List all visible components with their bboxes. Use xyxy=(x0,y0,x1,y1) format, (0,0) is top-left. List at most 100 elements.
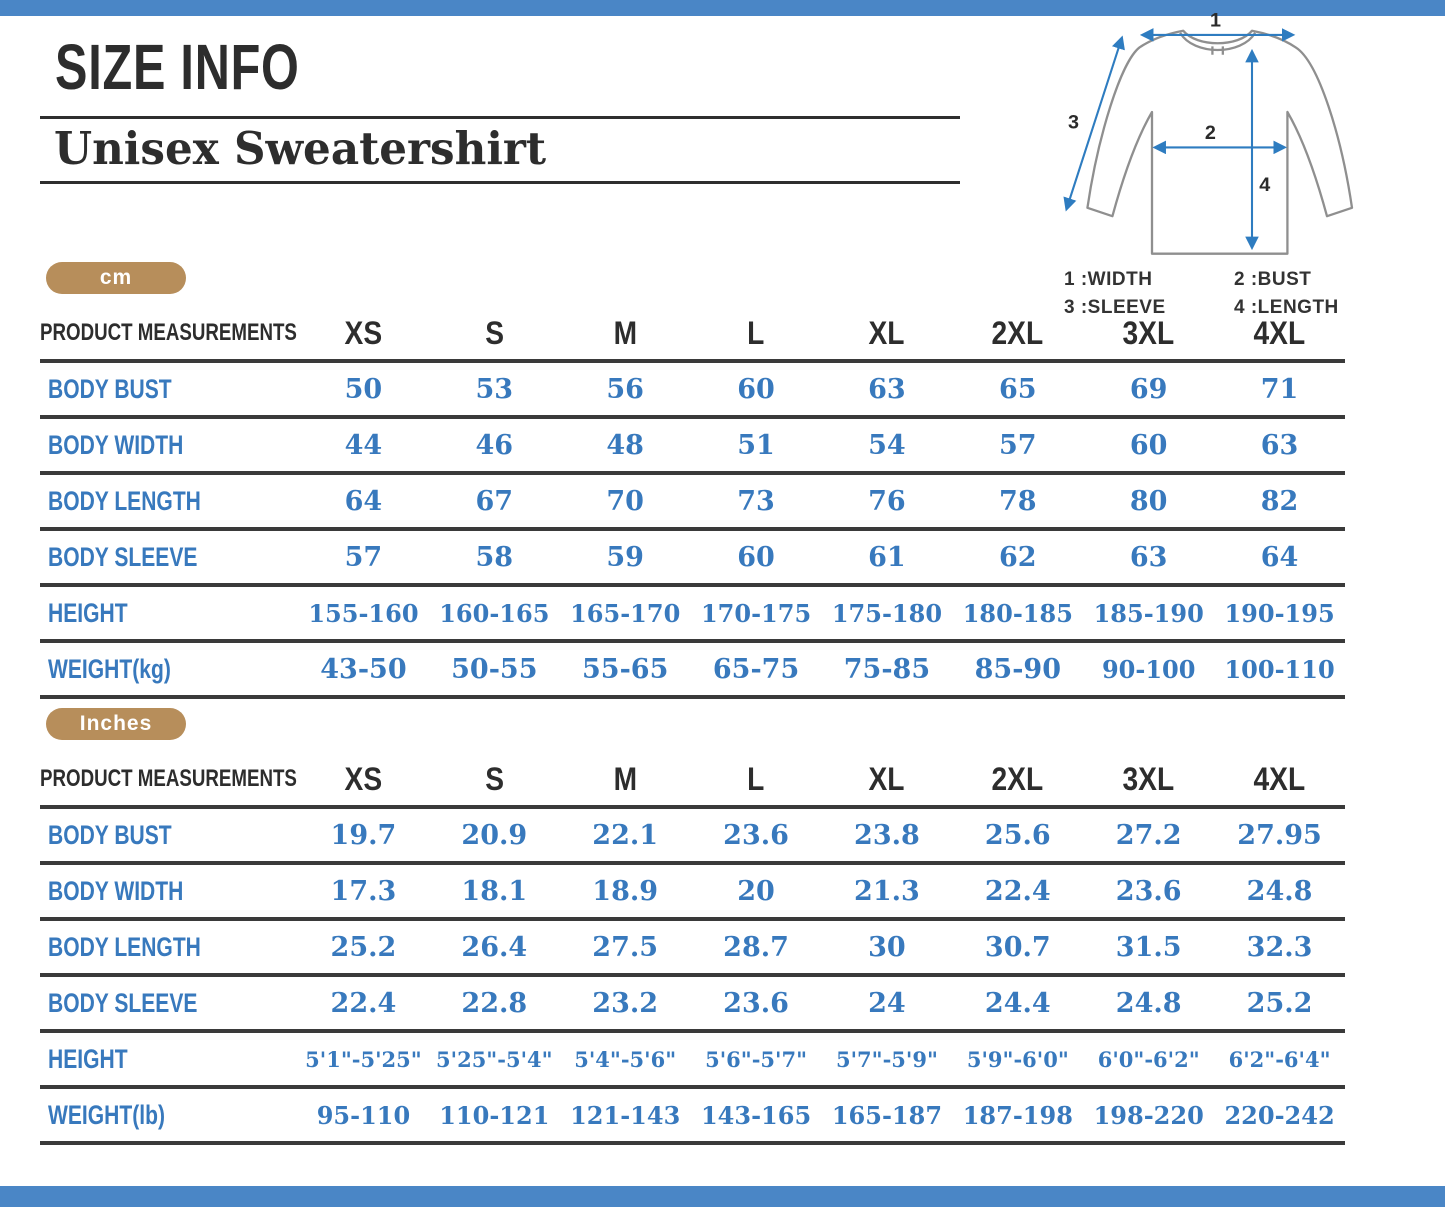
inches-table-section: Inches PRODUCT MEASUREMENTS XS S M L XL 2XL 3XL… xyxy=(40,708,1345,1145)
table-row: BODY WIDTH 44 46 48 51 54 57 60 63 xyxy=(40,417,1345,475)
size-column-header-s: S xyxy=(428,753,560,809)
bottom-accent-bar xyxy=(0,1186,1445,1207)
size-value: 175-180 xyxy=(821,585,953,643)
size-column-header-3xl: 3XL xyxy=(1083,753,1215,809)
length-arrow-number: 4 xyxy=(1259,174,1270,196)
top-accent-bar xyxy=(0,0,1445,16)
size-value: 155-160 xyxy=(298,585,429,643)
size-value: 21.3 xyxy=(821,863,953,921)
size-value: 5'6"-5'7" xyxy=(690,1031,822,1089)
size-value: 55-65 xyxy=(559,641,691,699)
size-value: 90-100 xyxy=(1083,641,1215,699)
size-value: 25.6 xyxy=(952,807,1084,865)
row-label-body-length: BODY LENGTH xyxy=(40,473,298,531)
size-value: 65-75 xyxy=(690,641,822,699)
row-label-height: HEIGHT xyxy=(40,585,298,643)
size-value: 63 xyxy=(821,361,953,419)
size-value: 56 xyxy=(559,361,691,419)
table-row: BODY SLEEVE 22.4 22.8 23.2 23.6 24 24.4 24.8 25.… xyxy=(40,975,1345,1033)
size-value: 22.8 xyxy=(428,975,560,1033)
size-value: 78 xyxy=(952,473,1084,531)
row-label-body-length: BODY LENGTH xyxy=(40,919,298,977)
size-value: 32.3 xyxy=(1214,919,1345,977)
size-value: 22.1 xyxy=(559,807,691,865)
size-column-header-4xl: 4XL xyxy=(1214,753,1345,809)
size-value: 60 xyxy=(1083,417,1215,475)
size-column-header-l: L xyxy=(690,307,822,363)
size-value: 50-55 xyxy=(428,641,560,699)
size-column-header-2xl: 2XL xyxy=(952,307,1084,363)
size-value: 71 xyxy=(1214,361,1345,419)
size-value: 24.8 xyxy=(1083,975,1215,1033)
size-value: 64 xyxy=(298,473,429,531)
size-value: 65 xyxy=(952,361,1084,419)
size-value: 27.5 xyxy=(559,919,691,977)
cm-size-table: PRODUCT MEASUREMENTS XS S M L XL 2XL 3XL 4XL BODY… xyxy=(40,307,1345,699)
row-label-body-bust: BODY BUST xyxy=(40,361,298,419)
table-row: WEIGHT(kg) 43-50 50-55 55-65 65-75 75-85 85-90… xyxy=(40,641,1345,699)
size-value: 57 xyxy=(298,529,429,587)
size-value: 95-110 xyxy=(298,1087,429,1145)
row-label-weight-kg-: WEIGHT(kg) xyxy=(40,641,298,699)
size-value: 26.4 xyxy=(428,919,560,977)
size-value: 22.4 xyxy=(298,975,429,1033)
size-value: 73 xyxy=(690,473,822,531)
product-subtitle-band: Unisex Sweatershirt xyxy=(40,116,960,184)
size-value: 80 xyxy=(1083,473,1215,531)
size-value: 20 xyxy=(690,863,822,921)
size-value: 18.9 xyxy=(559,863,691,921)
size-column-header-xs: XS xyxy=(298,753,429,809)
size-value: 23.6 xyxy=(1083,863,1215,921)
size-value: 44 xyxy=(298,417,429,475)
size-value: 69 xyxy=(1083,361,1215,419)
size-value: 54 xyxy=(821,417,953,475)
sleeve-arrow xyxy=(1063,35,1125,212)
size-value: 25.2 xyxy=(1214,975,1345,1033)
size-value: 24 xyxy=(821,975,953,1033)
size-value: 6'0"-6'2" xyxy=(1083,1031,1215,1089)
header-row: PRODUCT MEASUREMENTS XS S M L XL 2XL 3XL 4XL xyxy=(40,307,1345,363)
page-title: SIZE INFO xyxy=(55,31,300,103)
size-value: 57 xyxy=(952,417,1084,475)
size-value: 85-90 xyxy=(952,641,1084,699)
size-value: 59 xyxy=(559,529,691,587)
legend-item-bust: 2 :BUST xyxy=(1234,269,1312,290)
header-row: PRODUCT MEASUREMENTS XS S M L XL 2XL 3XL 4XL xyxy=(40,753,1345,809)
size-value: 180-185 xyxy=(952,585,1084,643)
size-value: 43-50 xyxy=(298,641,429,699)
size-value: 62 xyxy=(952,529,1084,587)
size-value: 5'9"-6'0" xyxy=(952,1031,1084,1089)
size-value: 50 xyxy=(298,361,429,419)
size-value: 31.5 xyxy=(1083,919,1215,977)
row-label-height: HEIGHT xyxy=(40,1031,298,1089)
legend-item-width: 1 :WIDTH xyxy=(1064,269,1153,290)
size-value: 100-110 xyxy=(1214,641,1345,699)
cm-table-section: cm PRODUCT MEASUREMENTS XS S M L XL 2XL 3XL 4XL B… xyxy=(40,262,1345,699)
size-value: 5'1"-5'25" xyxy=(298,1031,429,1089)
table-row: BODY BUST 19.7 20.9 22.1 23.6 23.8 25.6 27.2 27.… xyxy=(40,807,1345,865)
size-column-header-xs: XS xyxy=(298,307,429,363)
product-subtitle: Unisex Sweatershirt xyxy=(54,122,547,175)
table-row: BODY LENGTH 25.2 26.4 27.5 28.7 30 30.7 31.5 32.… xyxy=(40,919,1345,977)
size-value: 165-187 xyxy=(821,1087,953,1145)
bust-arrow-number: 2 xyxy=(1205,122,1216,144)
size-value: 5'7"-5'9" xyxy=(821,1031,953,1089)
table-row: BODY LENGTH 64 67 70 73 76 78 80 82 xyxy=(40,473,1345,531)
size-column-header-xl: XL xyxy=(821,307,953,363)
size-value: 18.1 xyxy=(428,863,560,921)
unit-badge-cm: cm xyxy=(46,262,186,294)
size-column-header-4xl: 4XL xyxy=(1214,307,1345,363)
size-value: 19.7 xyxy=(298,807,429,865)
measurements-column-header: PRODUCT MEASUREMENTS xyxy=(40,753,298,809)
width-arrow-number: 1 xyxy=(1210,12,1221,32)
size-value: 67 xyxy=(428,473,560,531)
table-row: HEIGHT 155-160 160-165 165-170 170-175 175-18… xyxy=(40,585,1345,643)
row-label-weight-lb-: WEIGHT(lb) xyxy=(40,1087,298,1145)
size-value: 27.95 xyxy=(1214,807,1345,865)
size-value: 25.2 xyxy=(298,919,429,977)
size-value: 70 xyxy=(559,473,691,531)
size-value: 53 xyxy=(428,361,560,419)
size-value: 121-143 xyxy=(559,1087,691,1145)
size-column-header-s: S xyxy=(428,307,560,363)
size-column-header-2xl: 2XL xyxy=(952,753,1084,809)
